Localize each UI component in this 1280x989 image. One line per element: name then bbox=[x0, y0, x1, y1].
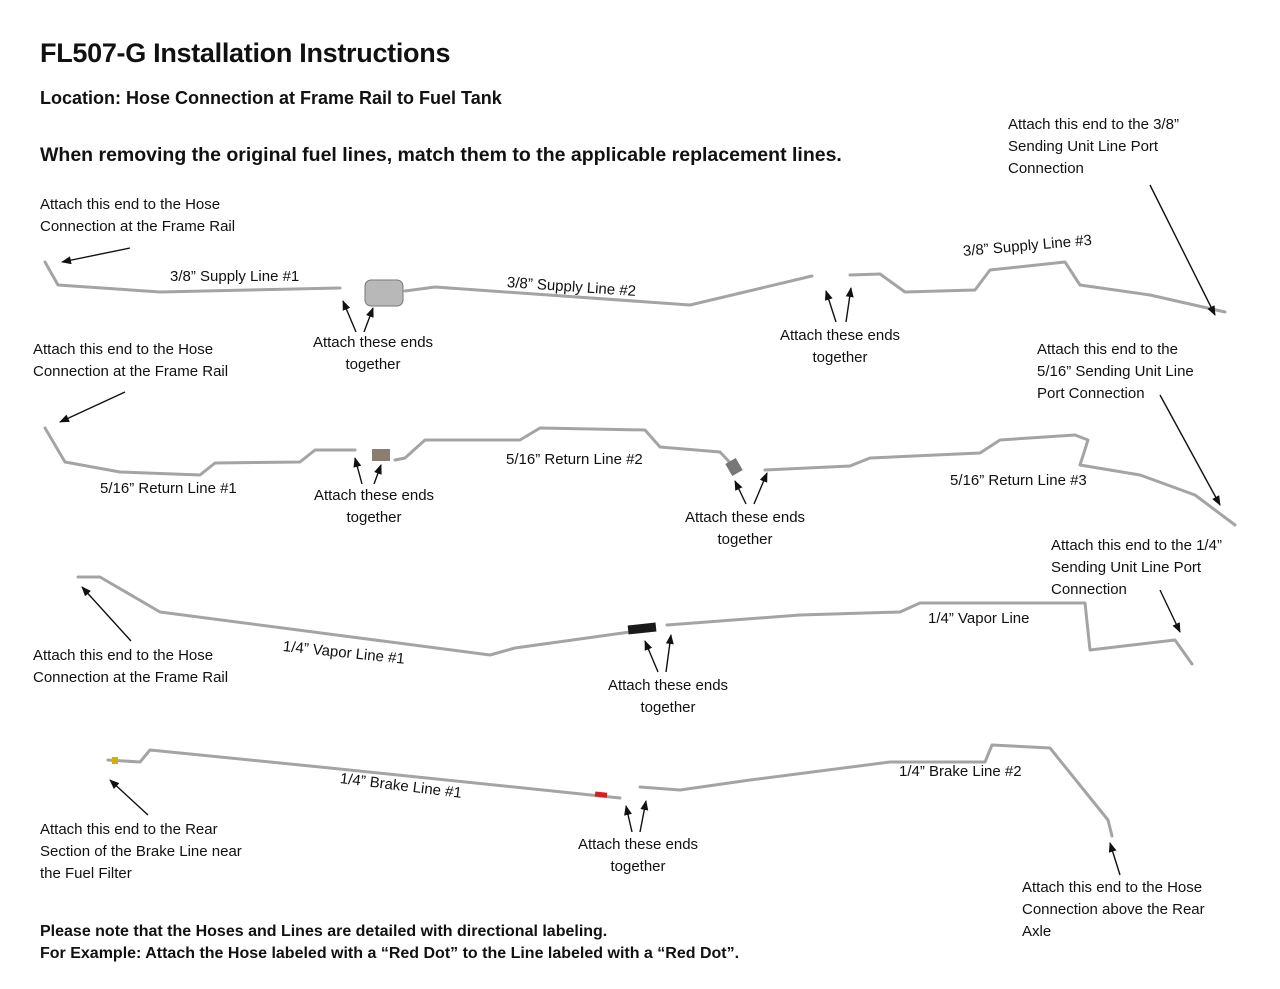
vapor-line-2 bbox=[665, 601, 1194, 666]
footer-note-2: For Example: Attach the Hose labeled wit… bbox=[40, 945, 740, 962]
supply-line-1-label: 3/8” Supply Line #1 bbox=[170, 268, 300, 285]
vapor-end-note: Attach this end to the 1/4” Sending Unit… bbox=[1051, 537, 1222, 598]
arrow bbox=[824, 290, 837, 323]
supply-line-1 bbox=[43, 260, 342, 294]
return-fitting-2 bbox=[725, 457, 743, 477]
instruction-heading: When removing the original fuel lines, m… bbox=[40, 144, 842, 166]
arrow bbox=[373, 464, 382, 485]
arrow bbox=[81, 586, 132, 642]
arrow bbox=[109, 779, 149, 816]
arrow bbox=[753, 472, 768, 505]
vapor-line-2-label: 1/4” Vapor Line bbox=[928, 610, 1030, 627]
brake-start-note: Attach this end to the Rear Section of t… bbox=[40, 821, 242, 882]
brake-red-dot-marker bbox=[594, 791, 608, 798]
arrow bbox=[1159, 394, 1221, 506]
return-join-note-2: Attach these ends together bbox=[684, 509, 806, 548]
supply-line-2 bbox=[403, 274, 814, 307]
return-end-note: Attach this end to the 5/16” Sending Uni… bbox=[1037, 341, 1194, 402]
vapor-join-note: Attach these ends together bbox=[607, 677, 729, 716]
arrow bbox=[644, 640, 659, 673]
arrow bbox=[61, 247, 131, 265]
brake-line-2-label: 1/4” Brake Line #2 bbox=[899, 763, 1022, 780]
vapor-start-note: Attach this end to the Hose Connection a… bbox=[33, 647, 229, 686]
footer-note-1: Please note that the Hoses and Lines are… bbox=[40, 923, 608, 940]
arrow bbox=[363, 307, 374, 333]
return-line-2-label: 5/16” Return Line #2 bbox=[506, 451, 643, 468]
arrow bbox=[639, 800, 649, 833]
return-line-3-label: 5/16” Return Line #3 bbox=[950, 472, 1087, 489]
supply-line-3 bbox=[848, 260, 1227, 314]
arrow bbox=[734, 480, 747, 505]
return-fitting-1 bbox=[372, 449, 390, 461]
arrow bbox=[1159, 589, 1181, 633]
arrow bbox=[353, 457, 363, 485]
page-title: FL507-G Installation Instructions bbox=[40, 38, 451, 68]
arrow bbox=[1108, 842, 1121, 876]
brake-line-2 bbox=[638, 743, 1114, 838]
arrow bbox=[665, 634, 674, 673]
supply-start-note: Attach this end to the Hose Connection a… bbox=[40, 196, 236, 235]
brake-end-note: Attach this end to the Hose Connection a… bbox=[1022, 879, 1205, 940]
supply-end-note: Attach this end to the 3/8” Sending Unit… bbox=[1008, 116, 1179, 177]
return-line-3 bbox=[763, 433, 1237, 527]
return-line-1-label: 5/16” Return Line #1 bbox=[100, 480, 237, 497]
arrow bbox=[845, 287, 854, 323]
arrow bbox=[624, 805, 633, 833]
brake-join-note: Attach these ends together bbox=[577, 836, 699, 875]
vapor-fitting bbox=[627, 622, 657, 635]
return-line-1 bbox=[43, 426, 357, 477]
location-heading: Location: Hose Connection at Frame Rail … bbox=[40, 88, 502, 108]
vapor-line-1 bbox=[76, 575, 632, 657]
supply-filter-fitting bbox=[364, 279, 404, 307]
arrow bbox=[1149, 184, 1216, 316]
supply-join-note-2: Attach these ends together bbox=[779, 327, 901, 366]
brake-line-1 bbox=[106, 748, 622, 800]
return-line-2 bbox=[393, 426, 737, 470]
brake-yellow-marker bbox=[112, 757, 118, 764]
return-start-note: Attach this end to the Hose Connection a… bbox=[33, 341, 229, 380]
supply-join-note-1: Attach these ends together bbox=[312, 334, 434, 373]
arrow bbox=[59, 391, 126, 423]
arrow bbox=[342, 300, 357, 333]
return-join-note-1: Attach these ends together bbox=[313, 487, 435, 526]
